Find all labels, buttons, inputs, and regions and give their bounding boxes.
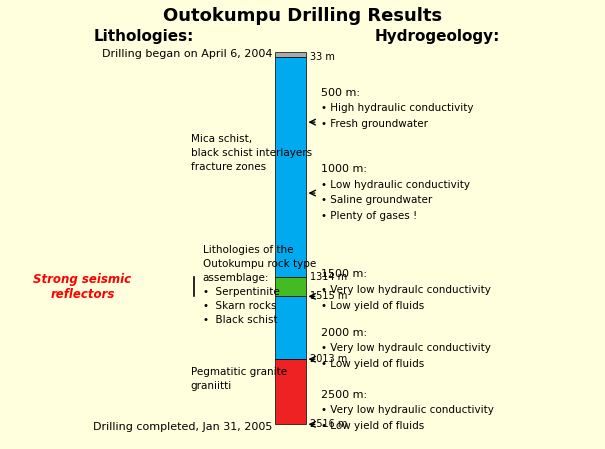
Text: 1314 m: 1314 m — [310, 273, 347, 282]
Text: 1000 m:: 1000 m: — [321, 164, 367, 174]
Bar — [275, 57, 306, 277]
Text: Pegmatitic granite
graniitti: Pegmatitic granite graniitti — [191, 367, 287, 392]
Text: Hydrogeology:: Hydrogeology: — [375, 29, 500, 44]
Text: Lithologies of the
Outokumpu rock type
assemblage:
•  Serpentinite
•  Skarn rock: Lithologies of the Outokumpu rock type a… — [203, 245, 316, 325]
Text: 2500 m:: 2500 m: — [321, 390, 367, 400]
Text: • Low hydraulic conductivity: • Low hydraulic conductivity — [321, 180, 469, 189]
Text: • Low yield of fluids: • Low yield of fluids — [321, 359, 424, 369]
Text: • Low yield of fluids: • Low yield of fluids — [321, 301, 424, 311]
Text: • Low yield of fluids: • Low yield of fluids — [321, 421, 424, 431]
Text: • Plenty of gases !: • Plenty of gases ! — [321, 211, 417, 221]
Text: Drilling completed, Jan 31, 2005: Drilling completed, Jan 31, 2005 — [93, 423, 272, 432]
Text: • Fresh groundwater: • Fresh groundwater — [321, 119, 428, 129]
Text: 33 m: 33 m — [310, 53, 335, 62]
Text: • Very low hydraulc conductivity: • Very low hydraulc conductivity — [321, 343, 491, 353]
Text: 2013 m: 2013 m — [310, 354, 348, 364]
Text: • Very low hydraulc conductivity: • Very low hydraulc conductivity — [321, 285, 491, 295]
Text: 2516 m: 2516 m — [310, 419, 348, 429]
Bar — [275, 296, 306, 359]
Text: Lithologies:: Lithologies: — [94, 29, 194, 44]
Text: 1515 m: 1515 m — [310, 291, 348, 301]
Text: Outokumpu Drilling Results: Outokumpu Drilling Results — [163, 7, 442, 25]
Text: • Saline groundwater: • Saline groundwater — [321, 195, 432, 205]
Text: 1500 m:: 1500 m: — [321, 269, 367, 279]
Text: • Very low hydraulic conductivity: • Very low hydraulic conductivity — [321, 405, 494, 415]
Text: 2000 m:: 2000 m: — [321, 328, 367, 338]
Text: Mica schist,
black schist interlayers
fracture zones: Mica schist, black schist interlayers fr… — [191, 134, 312, 172]
Text: Strong seismic
reflectors: Strong seismic reflectors — [33, 273, 131, 301]
Text: Drilling began on April 6, 2004: Drilling began on April 6, 2004 — [102, 49, 272, 59]
Text: 500 m:: 500 m: — [321, 88, 359, 97]
Bar — [275, 359, 306, 424]
Bar — [275, 52, 306, 57]
Bar — [275, 277, 306, 296]
Text: • High hydraulic conductivity: • High hydraulic conductivity — [321, 103, 473, 113]
